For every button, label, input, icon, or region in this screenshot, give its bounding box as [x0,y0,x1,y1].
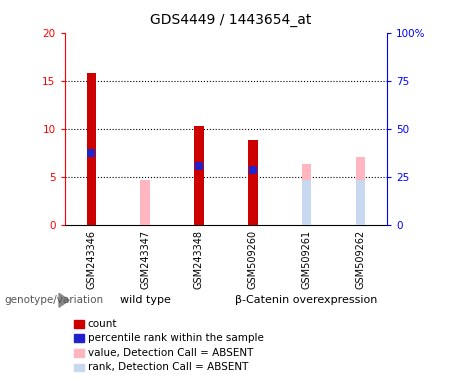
Bar [355,157,365,225]
Bar [301,180,311,225]
Text: β-Catenin overexpression: β-Catenin overexpression [236,295,378,306]
Text: wild type: wild type [120,295,171,306]
Bar [194,126,204,225]
Text: count: count [88,319,117,329]
Point [88,150,95,156]
Bar [87,73,96,225]
Bar [301,164,311,225]
Text: GSM509262: GSM509262 [355,230,366,289]
Text: value, Detection Call = ABSENT: value, Detection Call = ABSENT [88,348,253,358]
Text: GSM509260: GSM509260 [248,230,258,289]
Text: genotype/variation: genotype/variation [5,295,104,305]
Text: GSM243348: GSM243348 [194,230,204,289]
Text: GDS4449 / 1443654_at: GDS4449 / 1443654_at [150,13,311,27]
Text: GSM243347: GSM243347 [140,230,150,289]
Text: percentile rank within the sample: percentile rank within the sample [88,333,264,343]
Bar [140,180,150,225]
Point [249,167,256,173]
Text: GSM509261: GSM509261 [301,230,312,289]
Text: GSM243346: GSM243346 [86,230,96,289]
Text: rank, Detection Call = ABSENT: rank, Detection Call = ABSENT [88,362,248,372]
Bar [355,180,365,225]
Bar [248,140,258,225]
Point [195,163,203,169]
